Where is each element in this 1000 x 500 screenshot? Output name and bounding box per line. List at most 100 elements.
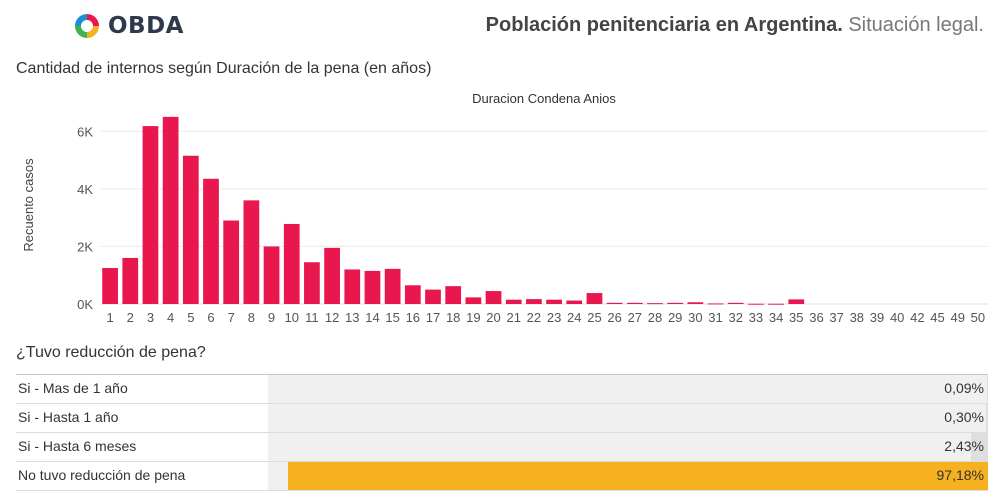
reduction-bar-track: 2,43% (268, 433, 988, 461)
bar[interactable] (223, 220, 240, 304)
y-tick-label: 6K (77, 124, 93, 139)
reduction-row-value: 2,43% (944, 438, 984, 454)
bar[interactable] (364, 270, 381, 304)
x-tick-label: 23 (547, 310, 561, 325)
bar[interactable] (324, 247, 340, 304)
reduction-row[interactable]: No tuvo reducción de pena 97,18% (16, 462, 988, 491)
bar[interactable] (344, 269, 361, 304)
bar[interactable] (162, 116, 179, 304)
bar[interactable] (142, 126, 159, 304)
x-tick-label: 42 (910, 310, 924, 325)
x-tick-label: 6 (207, 310, 214, 325)
x-tick-label: 36 (809, 310, 823, 325)
bar[interactable] (586, 293, 603, 304)
bar[interactable] (768, 303, 784, 305)
x-tick-label: 12 (325, 310, 339, 325)
bar[interactable] (243, 200, 260, 304)
x-tick-label: 21 (506, 310, 520, 325)
reduction-row-value: 0,30% (944, 409, 984, 425)
bar[interactable] (384, 268, 401, 304)
chart-title: Cantidad de internos según Duración de l… (16, 60, 432, 77)
reduction-table: Si - Mas de 1 año 0,09% Si - Hasta 1 año 0,… (16, 374, 988, 491)
reduction-row[interactable]: Si - Mas de 1 año 0,09% (16, 375, 988, 404)
bar[interactable] (465, 297, 482, 304)
bar[interactable] (122, 257, 139, 304)
x-tick-label: 27 (628, 310, 642, 325)
bar[interactable] (546, 299, 562, 304)
x-tick-label: 10 (284, 310, 298, 325)
reduction-row-value: 97,18% (936, 467, 984, 483)
y-axis-label: Recuento casos (21, 158, 36, 252)
bar[interactable] (505, 299, 522, 304)
bar[interactable] (707, 303, 724, 305)
page-title: Población penitenciaria en Argentina. Si… (486, 14, 984, 37)
bar[interactable] (102, 268, 118, 304)
x-tick-label: 28 (648, 310, 662, 325)
bar[interactable] (647, 303, 663, 305)
bar[interactable] (263, 246, 280, 304)
bar[interactable] (203, 178, 219, 304)
reduction-row[interactable]: Si - Hasta 1 año 0,30% (16, 404, 988, 433)
x-tick-label: 9 (268, 310, 275, 325)
x-tick-label: 5 (187, 310, 194, 325)
reduction-bar-track: 0,09% (268, 375, 988, 403)
bar[interactable] (687, 302, 704, 304)
y-axis-ticks: 0K 2K 4K 6K (77, 124, 93, 312)
bar[interactable] (485, 291, 502, 304)
x-axis-top-label: Duracion Condena Anios (472, 91, 616, 106)
y-tick-label: 2K (77, 239, 93, 254)
bar[interactable] (283, 223, 300, 304)
x-tick-label: 20 (486, 310, 500, 325)
bar[interactable] (667, 302, 684, 304)
reduction-bar-fill (970, 433, 988, 461)
chart-bars (102, 116, 805, 305)
bar[interactable] (626, 302, 643, 304)
bar[interactable] (526, 299, 542, 304)
bar[interactable] (445, 286, 462, 304)
x-tick-label: 24 (567, 310, 581, 325)
bar[interactable] (727, 302, 744, 304)
reduction-row-label: Si - Hasta 6 meses (18, 438, 137, 454)
bar[interactable] (606, 302, 623, 304)
page-title-sub: Situación legal. (848, 14, 984, 36)
x-tick-label: 50 (971, 310, 985, 325)
x-tick-label: 13 (345, 310, 359, 325)
x-tick-label: 16 (406, 310, 420, 325)
x-axis-ticks: 1 2 3 4 5 6 7 8 9 10 11 12 13 14 15 16 17 18 19 20 21 22 23 24 2… (106, 310, 985, 325)
reduction-bar-fill (985, 404, 988, 432)
bar[interactable] (425, 289, 441, 304)
bar[interactable] (566, 300, 583, 304)
bar[interactable] (788, 299, 805, 304)
obda-logo[interactable]: OBDA (72, 11, 184, 41)
x-tick-label: 38 (850, 310, 864, 325)
x-tick-label: 49 (950, 310, 964, 325)
x-tick-label: 7 (228, 310, 235, 325)
x-tick-label: 29 (668, 310, 682, 325)
bar[interactable] (182, 155, 199, 304)
x-tick-label: 11 (305, 310, 319, 325)
bar[interactable] (404, 285, 421, 304)
reduction-row-label: Si - Hasta 1 año (18, 409, 119, 425)
reduction-row[interactable]: Si - Hasta 6 meses 2,43% (16, 433, 988, 462)
x-tick-label: 17 (426, 310, 440, 325)
reduction-bar-track: 97,18% (268, 462, 988, 490)
reduction-row-label: Si - Mas de 1 año (18, 380, 128, 396)
x-tick-label: 18 (446, 310, 460, 325)
reduction-title: ¿Tuvo reducción de pena? (16, 344, 206, 361)
x-tick-label: 34 (769, 310, 783, 325)
bar[interactable] (748, 303, 764, 305)
x-tick-label: 31 (708, 310, 722, 325)
y-tick-label: 0K (77, 297, 93, 312)
obda-logo-icon (75, 14, 99, 38)
x-tick-label: 45 (930, 310, 944, 325)
x-tick-label: 26 (607, 310, 621, 325)
x-tick-label: 22 (527, 310, 541, 325)
x-tick-label: 25 (587, 310, 601, 325)
bar[interactable] (304, 262, 320, 304)
reduction-bar-fill (288, 462, 988, 490)
page-header: OBDA Población penitenciaria en Argentin… (0, 0, 1000, 55)
x-tick-label: 33 (749, 310, 763, 325)
x-tick-label: 14 (365, 310, 379, 325)
page-title-main: Población penitenciaria en Argentina. (485, 14, 843, 36)
